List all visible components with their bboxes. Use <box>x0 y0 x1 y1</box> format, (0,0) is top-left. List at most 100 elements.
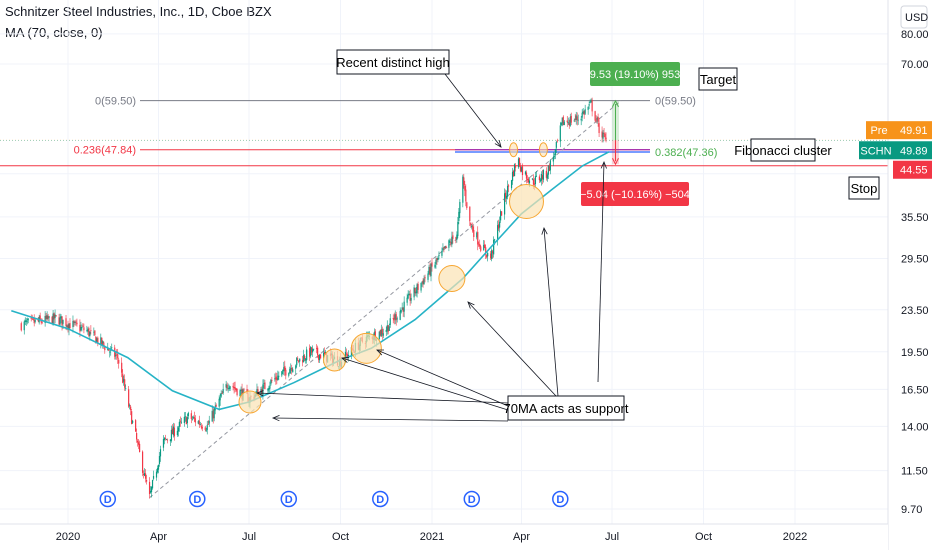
dividend-marker-label: D <box>556 494 564 506</box>
candle-body <box>316 348 318 350</box>
candle-body <box>346 354 349 358</box>
candle-body <box>208 420 210 424</box>
candle-body <box>563 121 565 125</box>
candle-body <box>574 118 576 120</box>
candle-body <box>379 329 381 336</box>
callout-fibonacci-text: Fibonacci cluster <box>734 143 832 158</box>
candle-body <box>500 211 502 221</box>
candle-body <box>289 368 291 374</box>
y-tick-label: 35.50 <box>901 212 929 224</box>
dividend-marker-label: D <box>376 494 384 506</box>
candle-body <box>41 322 43 323</box>
candle-body <box>560 122 562 125</box>
candle-body <box>506 185 509 197</box>
x-tick-label: Apr <box>150 531 167 543</box>
candle-body <box>513 164 516 177</box>
candle-body <box>34 319 36 322</box>
candle-body <box>165 439 168 440</box>
candle-body <box>32 318 34 320</box>
candle-body <box>382 333 384 336</box>
currency-badge[interactable] <box>900 5 928 29</box>
candle-body <box>283 367 285 372</box>
candle-body <box>178 421 180 427</box>
candle-body <box>115 355 117 356</box>
candle-body <box>111 347 113 349</box>
candle-body <box>23 321 25 331</box>
indicator-legend[interactable]: MA (70, close, 0) <box>5 25 103 40</box>
dividend-marker[interactable] <box>189 490 206 508</box>
candle-body <box>442 248 444 251</box>
support-marker <box>438 265 466 293</box>
candle-body <box>511 171 514 181</box>
candle-body <box>388 326 390 331</box>
candle-body <box>521 166 524 176</box>
x-tick-label: Oct <box>695 531 712 543</box>
candle-body <box>424 277 426 279</box>
candle-body <box>507 185 510 187</box>
dividend-marker-label: D <box>104 494 112 506</box>
candle-body <box>298 360 300 362</box>
candle-body <box>137 440 139 443</box>
candle-body <box>25 320 27 322</box>
candle-body <box>427 273 429 280</box>
candle-body <box>206 425 208 430</box>
candle-body <box>131 411 133 425</box>
dividend-marker[interactable] <box>463 490 481 508</box>
candle-body <box>510 180 513 189</box>
candle-body <box>125 388 127 390</box>
candle-body <box>577 119 579 121</box>
candle-body <box>347 354 350 357</box>
candle-body <box>542 170 544 180</box>
candle-body <box>145 480 148 482</box>
candle-body <box>86 330 88 331</box>
candle-body <box>194 418 196 423</box>
candle-body <box>288 372 290 376</box>
callout-arrow-head <box>255 390 264 397</box>
candle-body <box>466 202 468 208</box>
candle-body <box>602 132 604 139</box>
candle-body <box>320 354 322 359</box>
price-tag-value: 49.91 <box>900 125 928 137</box>
candle-body <box>33 319 35 324</box>
candle-body <box>421 281 423 283</box>
candle-body <box>498 224 500 229</box>
callout-arrow-head <box>467 301 475 309</box>
candle-body <box>483 244 485 251</box>
candle-body <box>149 490 152 493</box>
candle-body <box>385 329 387 332</box>
candle-body <box>276 378 278 381</box>
callout-arrow <box>272 417 509 422</box>
candle-body <box>24 321 26 322</box>
candle-body <box>459 201 461 214</box>
candle-body <box>476 232 478 238</box>
candle-body <box>598 123 600 134</box>
candle-body <box>192 417 194 418</box>
candle-body <box>282 369 284 372</box>
candle-body <box>408 293 410 296</box>
callout-arrow-head <box>494 140 502 148</box>
candle-body <box>136 433 138 440</box>
callout-arrow-head <box>271 414 280 422</box>
candle-body <box>170 429 173 441</box>
risk-reward-tool: 9.53 (19.10%) 953 −5.04 (−10.16%) −504 <box>580 62 690 206</box>
candle-body <box>317 347 319 356</box>
candle-body <box>485 247 487 254</box>
y-tick-label: 23.50 <box>901 305 929 317</box>
dividend-marker[interactable] <box>280 490 298 508</box>
callout-recent-high-box <box>336 49 450 75</box>
dividend-marker[interactable] <box>99 490 117 508</box>
candle-body <box>387 325 389 332</box>
dividend-marker[interactable] <box>372 490 389 508</box>
candle-body <box>580 118 582 121</box>
candle-body <box>456 234 458 240</box>
candle-body <box>233 386 235 389</box>
candle-body <box>406 297 408 303</box>
candle-body <box>152 475 155 479</box>
dividend-marker[interactable] <box>552 490 569 508</box>
dividend-marker-label: D <box>468 494 476 506</box>
candle-body <box>312 349 314 353</box>
candle-body <box>148 481 151 495</box>
candle-body <box>225 384 227 388</box>
candle-body <box>520 167 523 172</box>
